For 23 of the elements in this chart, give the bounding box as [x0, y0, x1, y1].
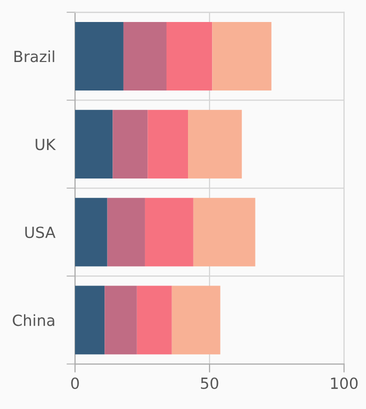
y-tick-label: China: [12, 314, 54, 326]
bar: [107, 198, 145, 266]
bar: [172, 286, 220, 354]
x-tick-label: 100: [331, 377, 358, 390]
bar: [104, 286, 137, 354]
y-tick-label: Brazil: [14, 50, 54, 62]
bar: [112, 110, 148, 178]
bar: [123, 22, 166, 91]
x-tick-label: 50: [200, 377, 218, 390]
bar: [193, 198, 256, 266]
x-tick-label: 0: [71, 377, 79, 390]
y-tick-label: UK: [36, 138, 56, 150]
bar: [75, 22, 124, 91]
bar: [144, 198, 194, 266]
bar: [75, 110, 113, 178]
bar: [136, 286, 172, 354]
bar: [166, 22, 212, 91]
bar: [188, 110, 242, 178]
y-tick-label: USA: [25, 226, 56, 238]
bar: [75, 286, 105, 354]
bar: [75, 198, 108, 266]
bar: [212, 22, 272, 91]
bar: [148, 110, 188, 178]
